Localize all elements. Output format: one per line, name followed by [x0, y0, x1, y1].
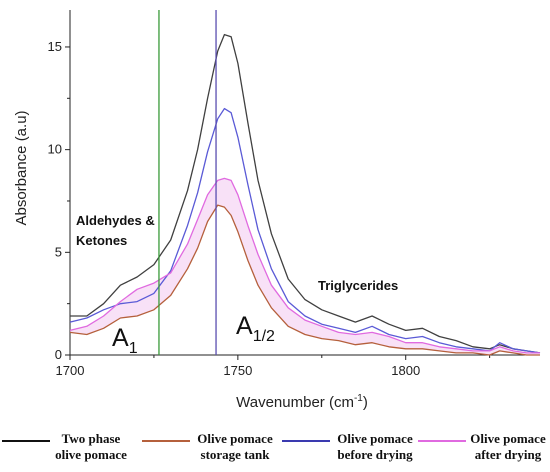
legend-label-before-drying-line2: before drying	[337, 447, 413, 462]
series-line-3	[69, 177, 540, 354]
a12-label-main: A	[236, 312, 253, 340]
series-line-1	[69, 204, 540, 356]
y-tick-label: 10	[48, 142, 62, 157]
aldehydes-label-line2: Ketones	[76, 233, 127, 248]
legend-item-after-drying: Olive pomace after drying	[418, 428, 550, 468]
a1-label: A1	[112, 324, 138, 357]
legend-label-after-drying-line2: after drying	[474, 447, 542, 462]
series-line-2	[69, 107, 541, 354]
shaded-region	[70, 178, 540, 355]
series-line-0	[70, 33, 541, 354]
legend-label-storage-tank-line2: storage tank	[200, 447, 270, 462]
aldehydes-label-line1: Aldehydes &	[76, 213, 155, 228]
legend-swatch-two-phase	[2, 440, 50, 442]
x-axis-title-end: )	[363, 394, 368, 411]
y-tick-label: 5	[55, 244, 62, 259]
legend-swatch-after-drying	[418, 440, 466, 442]
a1-label-sub: 1	[129, 340, 138, 357]
legend-item-storage-tank: Olive pomace storage tank	[140, 428, 275, 468]
a12-label: A1/2	[236, 312, 275, 345]
x-axis-title: Wavenumber (cm-1)	[236, 393, 368, 411]
legend-label-two-phase: Two phase olive pomace	[50, 431, 132, 463]
plot-area: 0 5 10 15 1700 1750 1800	[48, 10, 541, 378]
legend-label-two-phase-line2: olive pomace	[55, 447, 127, 462]
legend: Two phase olive pomace Olive pomace stor…	[0, 428, 550, 468]
y-axis-title: Absorbance (a.u)	[13, 110, 30, 225]
chart-svg: 0 5 10 15 1700 1750 1800 Absorbance (a.u) Wave…	[13, 10, 541, 411]
a12-label-sub: 1/2	[253, 328, 275, 345]
x-tick-label: 1750	[223, 363, 252, 378]
legend-swatch-storage-tank	[142, 440, 190, 442]
x-axis-title-main: Wavenumber (cm	[236, 394, 354, 411]
legend-swatch-before-drying	[282, 440, 330, 442]
legend-label-two-phase-line1: Two phase	[61, 431, 121, 446]
x-axis-title-sup: -1	[354, 393, 363, 404]
legend-label-before-drying-line1: Olive pomace	[337, 431, 413, 446]
legend-label-after-drying-line1: Olive pomace	[470, 431, 546, 446]
y-tick-label: 0	[55, 347, 62, 362]
x-tick-label: 1800	[391, 363, 420, 378]
legend-item-two-phase: Two phase olive pomace	[0, 428, 135, 468]
y-tick-label: 15	[48, 39, 62, 54]
triglycerides-label: Triglycerides	[318, 278, 398, 293]
a1-label-main: A	[112, 324, 129, 352]
legend-item-before-drying: Olive pomace before drying	[280, 428, 415, 468]
x-tick-label: 1700	[56, 363, 85, 378]
legend-label-storage-tank: Olive pomace storage tank	[192, 431, 278, 463]
legend-label-storage-tank-line1: Olive pomace	[197, 431, 273, 446]
legend-label-before-drying: Olive pomace before drying	[332, 431, 418, 463]
legend-label-after-drying: Olive pomace after drying	[466, 431, 550, 463]
